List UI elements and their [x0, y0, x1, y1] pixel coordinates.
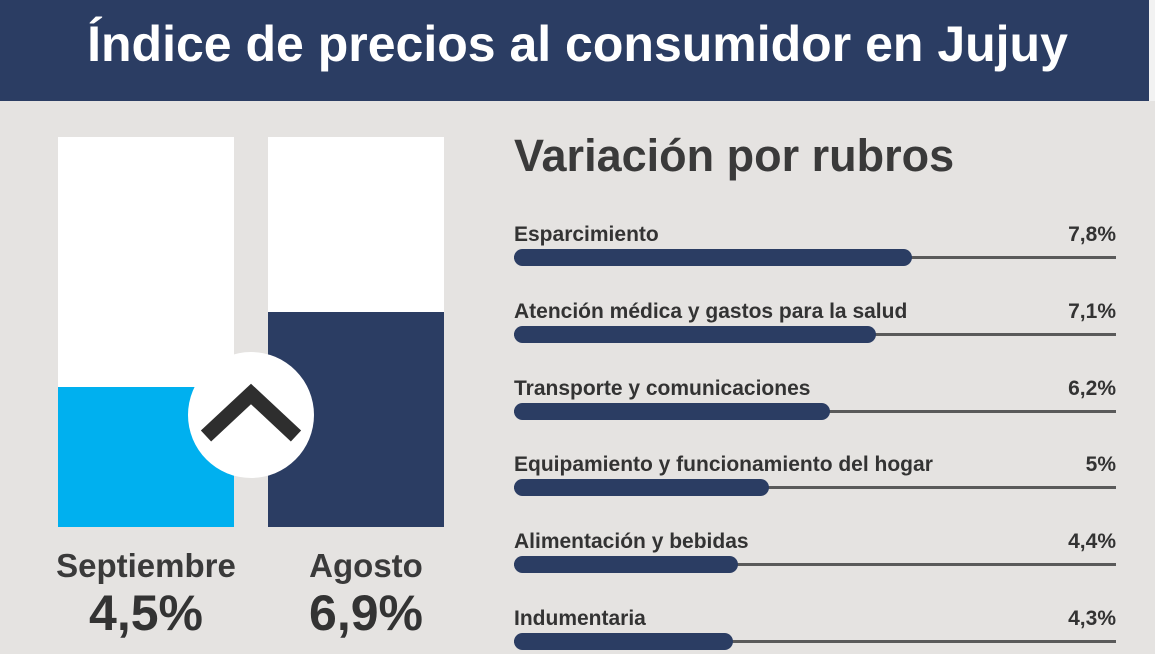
header-edge	[1149, 0, 1155, 101]
rubro-track	[514, 486, 1116, 489]
rubro-value-label: 7,1%	[1068, 300, 1116, 323]
rubro-row: Alimentación y bebidas 4,4%	[514, 529, 1116, 577]
rubro-value-label: 4,4%	[1068, 530, 1116, 553]
rubro-row: Indumentaria 4,3%	[514, 606, 1116, 654]
page-title: Índice de precios al consumidor en Jujuy	[87, 16, 1068, 72]
column-value-agosto: 6,9%	[309, 585, 423, 641]
rubro-value-label: 7,8%	[1068, 223, 1116, 246]
rubro-label: Indumentaria	[514, 607, 646, 630]
column-box-agosto	[268, 137, 444, 527]
rubro-value-label: 5%	[1085, 453, 1116, 476]
rubros-title: Variación por rubros	[514, 130, 955, 181]
rubro-bar	[514, 249, 912, 266]
column-label-septiembre: Septiembre	[56, 547, 236, 584]
rubro-bar	[514, 633, 733, 650]
rubro-bar	[514, 556, 738, 573]
column-value-septiembre: 4,5%	[89, 585, 203, 641]
rubro-track	[514, 563, 1116, 566]
rubro-row: Transporte y comunicaciones 6,2%	[514, 376, 1116, 424]
rubro-bar	[514, 403, 830, 420]
rubro-bar	[514, 479, 769, 496]
rubro-row: Atención médica y gastos para la salud 7,…	[514, 299, 1116, 347]
rubro-label: Atención médica y gastos para la salud	[514, 300, 908, 323]
header-banner: Índice de precios al consumidor en Jujuy	[0, 0, 1155, 101]
rubro-value-label: 4,3%	[1068, 607, 1116, 630]
rubro-label: Alimentación y bebidas	[514, 530, 749, 553]
rubro-label: Esparcimiento	[514, 223, 659, 246]
rubro-row: Esparcimiento 7,8%	[514, 222, 1116, 270]
column-label-agosto: Agosto	[309, 547, 423, 584]
rubro-label: Transporte y comunicaciones	[514, 377, 811, 400]
rubro-label: Equipamiento y funcionamiento del hogar	[514, 453, 933, 476]
rubro-track	[514, 640, 1116, 643]
rubro-value-label: 6,2%	[1068, 377, 1116, 400]
rubro-bar	[514, 326, 876, 343]
rubro-row: Equipamiento y funcionamiento del hogar 5…	[514, 452, 1116, 500]
chevron-up-icon	[188, 352, 314, 478]
